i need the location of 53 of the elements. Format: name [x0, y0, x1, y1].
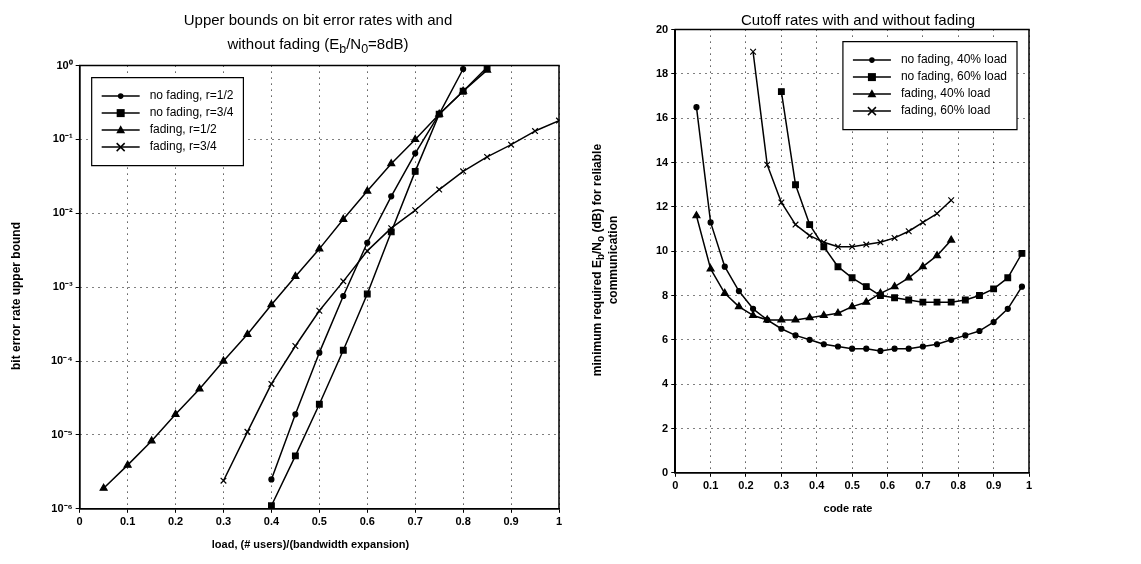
x-tick-label: 0.3 — [215, 515, 232, 528]
y-tick-label: 10⁻⁴ — [50, 354, 73, 367]
legend-label: fading, 60% load — [900, 103, 991, 118]
x-tick-label: 1 — [555, 515, 563, 528]
x-tick-label: 0.9 — [985, 479, 1002, 492]
y-tick-label: 18 — [655, 66, 669, 79]
x-tick-label: 0.6 — [359, 515, 375, 528]
x-tick-label: 0.4 — [809, 479, 826, 492]
legend-label: no fading, 60% load — [900, 69, 1008, 84]
x-tick-label: 0.7 — [915, 479, 931, 492]
y-tick-label: 10⁻⁵ — [51, 427, 73, 440]
x-tick-label: 0.3 — [773, 479, 790, 492]
x-tick-label: 0.5 — [311, 515, 327, 528]
y-tick-label: 20 — [655, 22, 669, 35]
y-tick-label: 10⁻¹ — [52, 132, 74, 145]
y-tick-label: 10⁻⁶ — [51, 501, 73, 514]
x-axis-title: load, (# users)/(bandwidth expansion) — [210, 538, 411, 550]
x-tick-label: 0.5 — [844, 479, 860, 492]
legend-label: no fading, 40% load — [900, 52, 1008, 67]
x-tick-label: 0.1 — [119, 515, 136, 528]
y-tick-label: 10 — [655, 244, 669, 257]
x-tick-label: 0.2 — [738, 479, 754, 492]
x-tick-label: 0.6 — [879, 479, 896, 492]
legend-label: fading, r=3/4 — [149, 139, 218, 154]
x-tick-label: 1 — [1025, 479, 1033, 492]
legend-label: fading, 40% load — [900, 86, 991, 101]
x-tick-label: 0 — [76, 515, 83, 528]
x-tick-label: 0.8 — [950, 479, 966, 492]
x-tick-label: 0.1 — [702, 479, 719, 492]
x-tick-label: 0 — [672, 479, 679, 492]
legend-label: fading, r=1/2 — [149, 122, 218, 137]
y-axis-title: bit error rate upper bound — [9, 222, 23, 371]
chart-title: Upper bounds on bit error rates with and without fading (E$_{b}$/N$_{0}$=8dB) — [182, 10, 454, 58]
y-tick-label: 16 — [655, 111, 669, 124]
y-tick-label: 2 — [662, 421, 669, 434]
y-tick-label: 8 — [662, 288, 669, 301]
legend-label: no fading, r=3/4 — [149, 105, 234, 120]
x-tick-label: 0.2 — [167, 515, 184, 528]
y-tick-label: 12 — [655, 199, 669, 212]
y-tick-label: 4 — [662, 377, 670, 390]
y-tick-label: 0 — [662, 465, 669, 478]
y-tick-label: 14 — [655, 155, 670, 168]
y-tick-label: 10⁻³ — [52, 280, 74, 293]
chart-title: Cutoff rates with and without fading — [740, 10, 976, 30]
x-tick-label: 0.7 — [407, 515, 423, 528]
x-tick-label: 0.9 — [503, 515, 519, 528]
x-tick-label: 0.8 — [455, 515, 471, 528]
legend-label: no fading, r=1/2 — [149, 88, 234, 103]
x-tick-label: 0.4 — [263, 515, 280, 528]
y-tick-label: 6 — [662, 332, 669, 345]
y-tick-label: 10⁻² — [52, 206, 74, 219]
x-axis-title: code rate — [822, 502, 874, 514]
y-tick-label: 10⁰ — [56, 58, 73, 71]
